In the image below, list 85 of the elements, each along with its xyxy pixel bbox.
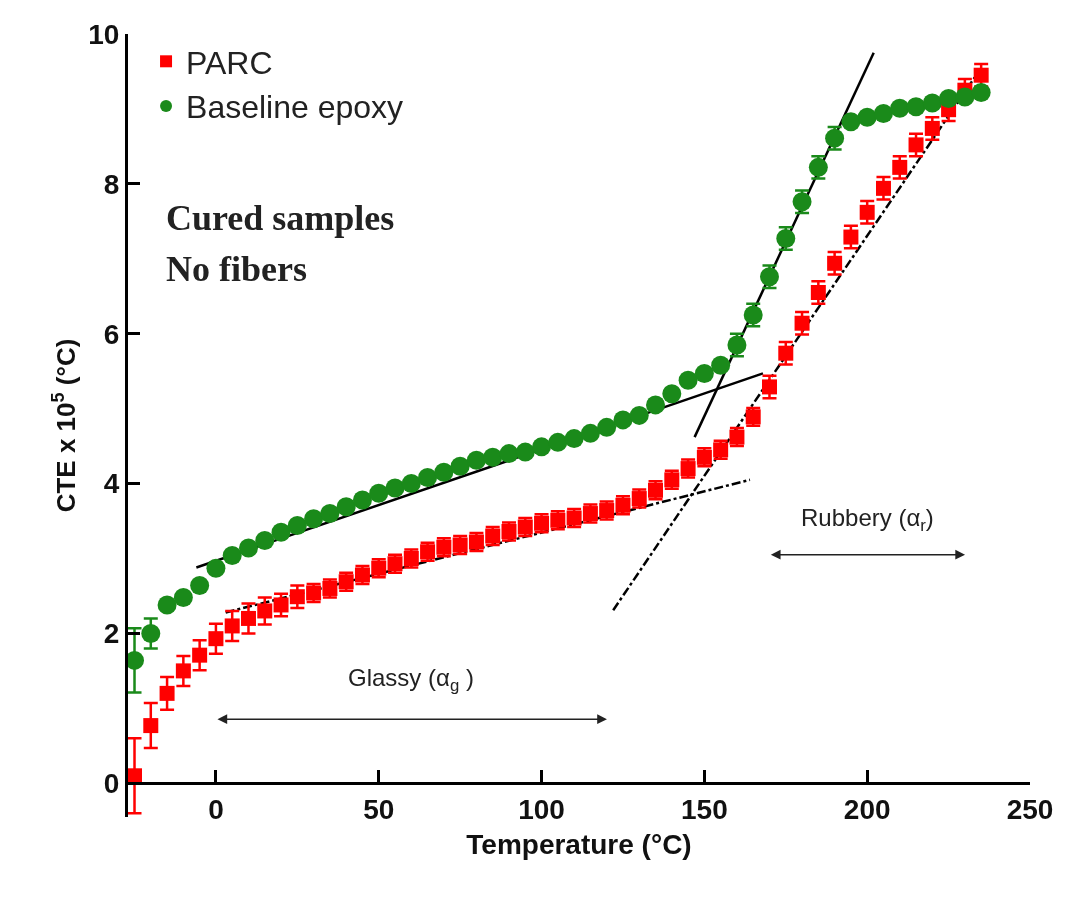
point <box>841 112 861 132</box>
point <box>143 718 159 734</box>
point <box>778 345 794 361</box>
point <box>857 107 877 127</box>
point <box>418 468 438 488</box>
x-tick-label: 150 <box>681 793 728 825</box>
y-tick-label: 0 <box>103 768 120 800</box>
point <box>761 379 777 395</box>
point <box>206 558 226 578</box>
y-tick-label: 8 <box>103 168 120 200</box>
point <box>450 456 470 476</box>
point <box>662 384 682 404</box>
point <box>843 229 859 245</box>
point <box>892 159 908 175</box>
point <box>273 597 289 613</box>
point <box>336 497 356 517</box>
point <box>352 490 372 510</box>
annotation: No fibers <box>166 249 307 289</box>
point <box>224 618 240 634</box>
y-tick-label: 10 <box>88 18 120 50</box>
point <box>240 610 256 626</box>
point <box>289 589 305 605</box>
point <box>908 137 924 153</box>
point <box>564 429 584 449</box>
legend-label: PARC <box>186 44 273 81</box>
point <box>401 474 421 494</box>
point <box>434 462 454 482</box>
point <box>906 97 926 117</box>
point <box>532 437 552 457</box>
x-tick-label: 250 <box>1006 793 1054 825</box>
point <box>499 444 519 464</box>
point <box>548 432 568 452</box>
x-tick-label: 100 <box>518 793 565 825</box>
point <box>208 631 224 647</box>
point <box>973 67 989 83</box>
point <box>159 685 175 701</box>
point <box>939 88 959 108</box>
point <box>515 442 535 462</box>
point <box>175 663 191 679</box>
point <box>192 647 208 663</box>
point <box>875 180 891 196</box>
point <box>794 315 810 331</box>
point <box>629 405 649 425</box>
legend-label: Baseline epoxy <box>186 89 404 126</box>
point <box>320 504 340 524</box>
point <box>873 103 893 123</box>
point <box>304 509 324 529</box>
point <box>859 204 875 220</box>
annotation: Glassy (α$_{g}$ ) <box>348 664 474 696</box>
point <box>646 395 666 415</box>
point <box>694 363 714 383</box>
x-tick-label: 50 <box>363 793 395 825</box>
point <box>711 355 731 375</box>
point <box>483 447 503 467</box>
point <box>613 410 633 430</box>
y-tick-label: 2 <box>103 618 120 650</box>
point <box>222 546 242 565</box>
point <box>257 603 273 619</box>
point <box>580 423 600 443</box>
x-axis-title: Temperature (°C) <box>466 828 692 860</box>
point <box>810 285 826 300</box>
x-tick-label: 200 <box>843 793 891 825</box>
annotation: Cured samples <box>166 198 395 238</box>
point <box>597 417 617 437</box>
y-tick-label: 6 <box>103 318 120 350</box>
point <box>141 623 161 643</box>
point <box>255 531 275 550</box>
point <box>271 522 291 542</box>
point <box>678 370 698 390</box>
x-tick-label: 0 <box>208 793 224 825</box>
point <box>922 93 942 113</box>
point <box>369 483 389 503</box>
point <box>827 255 843 271</box>
annotation: Rubbery (α$_{r}$) <box>801 504 934 536</box>
point <box>385 478 405 498</box>
y-tick-label: 4 <box>103 468 120 500</box>
point <box>971 82 991 102</box>
point <box>287 516 307 536</box>
point <box>924 120 940 136</box>
point <box>173 587 193 607</box>
point <box>157 595 177 615</box>
point <box>466 450 486 470</box>
point <box>190 575 210 595</box>
point <box>890 98 910 118</box>
point <box>238 538 258 558</box>
